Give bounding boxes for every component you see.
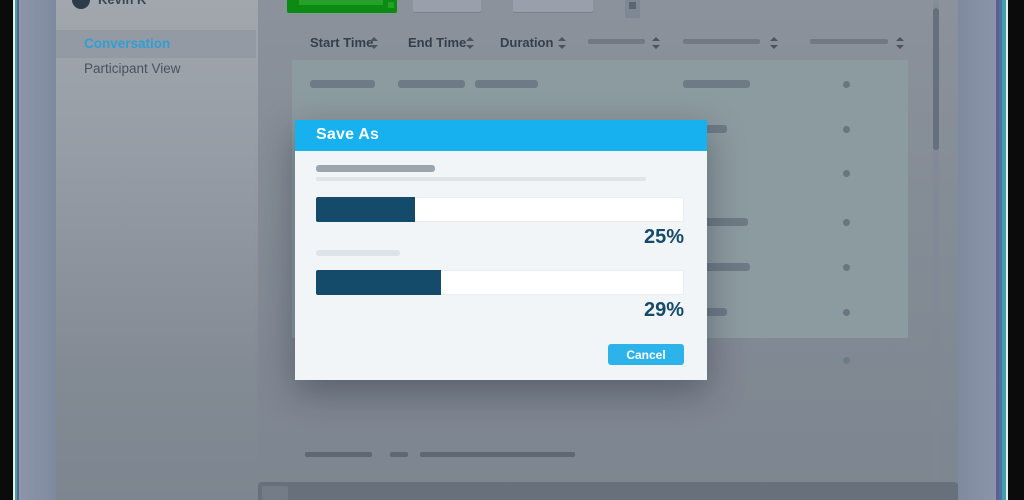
sidebar-item-conversation-label[interactable]: Conversation	[84, 36, 171, 51]
sort-icon[interactable]	[558, 37, 566, 49]
column-header-placeholder	[810, 39, 888, 44]
screen-edge-purple-left	[17, 0, 19, 500]
row-dot-icon[interactable]	[843, 170, 850, 177]
column-header-start-time[interactable]: Start Time	[310, 35, 374, 50]
screen-edge-highlight-right	[1006, 0, 1008, 500]
dialog-title: Save As	[316, 126, 380, 143]
scrollbar-thumb[interactable]	[933, 8, 939, 150]
stepper-control[interactable]	[625, 0, 640, 18]
screen-edge-teal-right	[1002, 0, 1006, 500]
column-header-placeholder	[683, 39, 760, 44]
progress-percent-2: 29%	[643, 299, 684, 321]
scrollbar-track[interactable]	[933, 0, 939, 480]
progress-fill-1	[316, 197, 415, 222]
export-button-highlight	[299, 0, 383, 5]
sort-icon[interactable]	[652, 37, 660, 49]
user-name-label: Kevin K	[98, 0, 146, 6]
progress-bar-1	[316, 197, 684, 222]
sort-icon[interactable]	[896, 37, 904, 49]
pagination-placeholder-bar	[390, 452, 408, 457]
column-header-placeholder	[588, 39, 645, 44]
sort-icon[interactable]	[770, 37, 778, 49]
cell-placeholder	[683, 80, 750, 88]
row-dot-icon[interactable]	[843, 126, 850, 133]
cell-placeholder	[475, 80, 538, 88]
screen-edge-purple-right	[996, 0, 999, 500]
sidebar-item-participant-view[interactable]: Participant View	[84, 61, 181, 76]
stepper-icon	[629, 2, 636, 9]
pagination-placeholder-bar	[305, 452, 372, 457]
row-dot-icon[interactable]	[843, 219, 850, 226]
sidebar-panel	[56, 0, 258, 500]
pagination-placeholder-bar	[420, 452, 575, 457]
row-dot-icon[interactable]	[843, 309, 850, 316]
row-dot-icon[interactable]	[843, 81, 850, 88]
desktop-gutter-right	[958, 0, 996, 500]
progress-fill-2	[316, 270, 441, 295]
progress-bar-2	[316, 270, 684, 295]
screen-edge-highlight-left	[13, 0, 15, 500]
row-dot-icon[interactable]	[843, 357, 850, 364]
sort-icon[interactable]	[466, 37, 474, 49]
cell-placeholder	[310, 80, 375, 88]
save-as-dialog: Save As 25% 29% Cancel	[295, 120, 707, 380]
screen-edge-right	[1008, 0, 1024, 500]
cell-placeholder	[683, 263, 750, 271]
label-placeholder	[316, 250, 400, 256]
screen-edge-teal-left	[15, 0, 17, 500]
footer-bar	[258, 482, 958, 500]
progress-percent-1: 25%	[643, 226, 684, 248]
dialog-header	[295, 120, 707, 151]
row-dot-icon[interactable]	[843, 264, 850, 271]
column-header-duration[interactable]: Duration	[500, 35, 554, 50]
cell-placeholder	[398, 80, 465, 88]
user-avatar[interactable]	[72, 0, 90, 9]
column-header-end-time[interactable]: End Time	[408, 35, 467, 50]
footer-chip	[262, 486, 288, 500]
filename-placeholder	[316, 165, 435, 172]
export-button-caret-icon	[388, 2, 394, 8]
sort-icon[interactable]	[370, 37, 378, 49]
sidebar-item-conversation[interactable]	[56, 30, 256, 58]
screen-edge-blue-right	[999, 0, 1002, 500]
screen-edge-left	[0, 0, 13, 500]
desktop-gutter-left	[19, 0, 56, 500]
filter-field-2[interactable]	[513, 0, 593, 12]
cell-placeholder	[683, 218, 748, 226]
cancel-button[interactable]: Cancel	[608, 344, 684, 365]
divider-placeholder	[316, 177, 646, 181]
filter-field-1[interactable]	[413, 0, 481, 12]
